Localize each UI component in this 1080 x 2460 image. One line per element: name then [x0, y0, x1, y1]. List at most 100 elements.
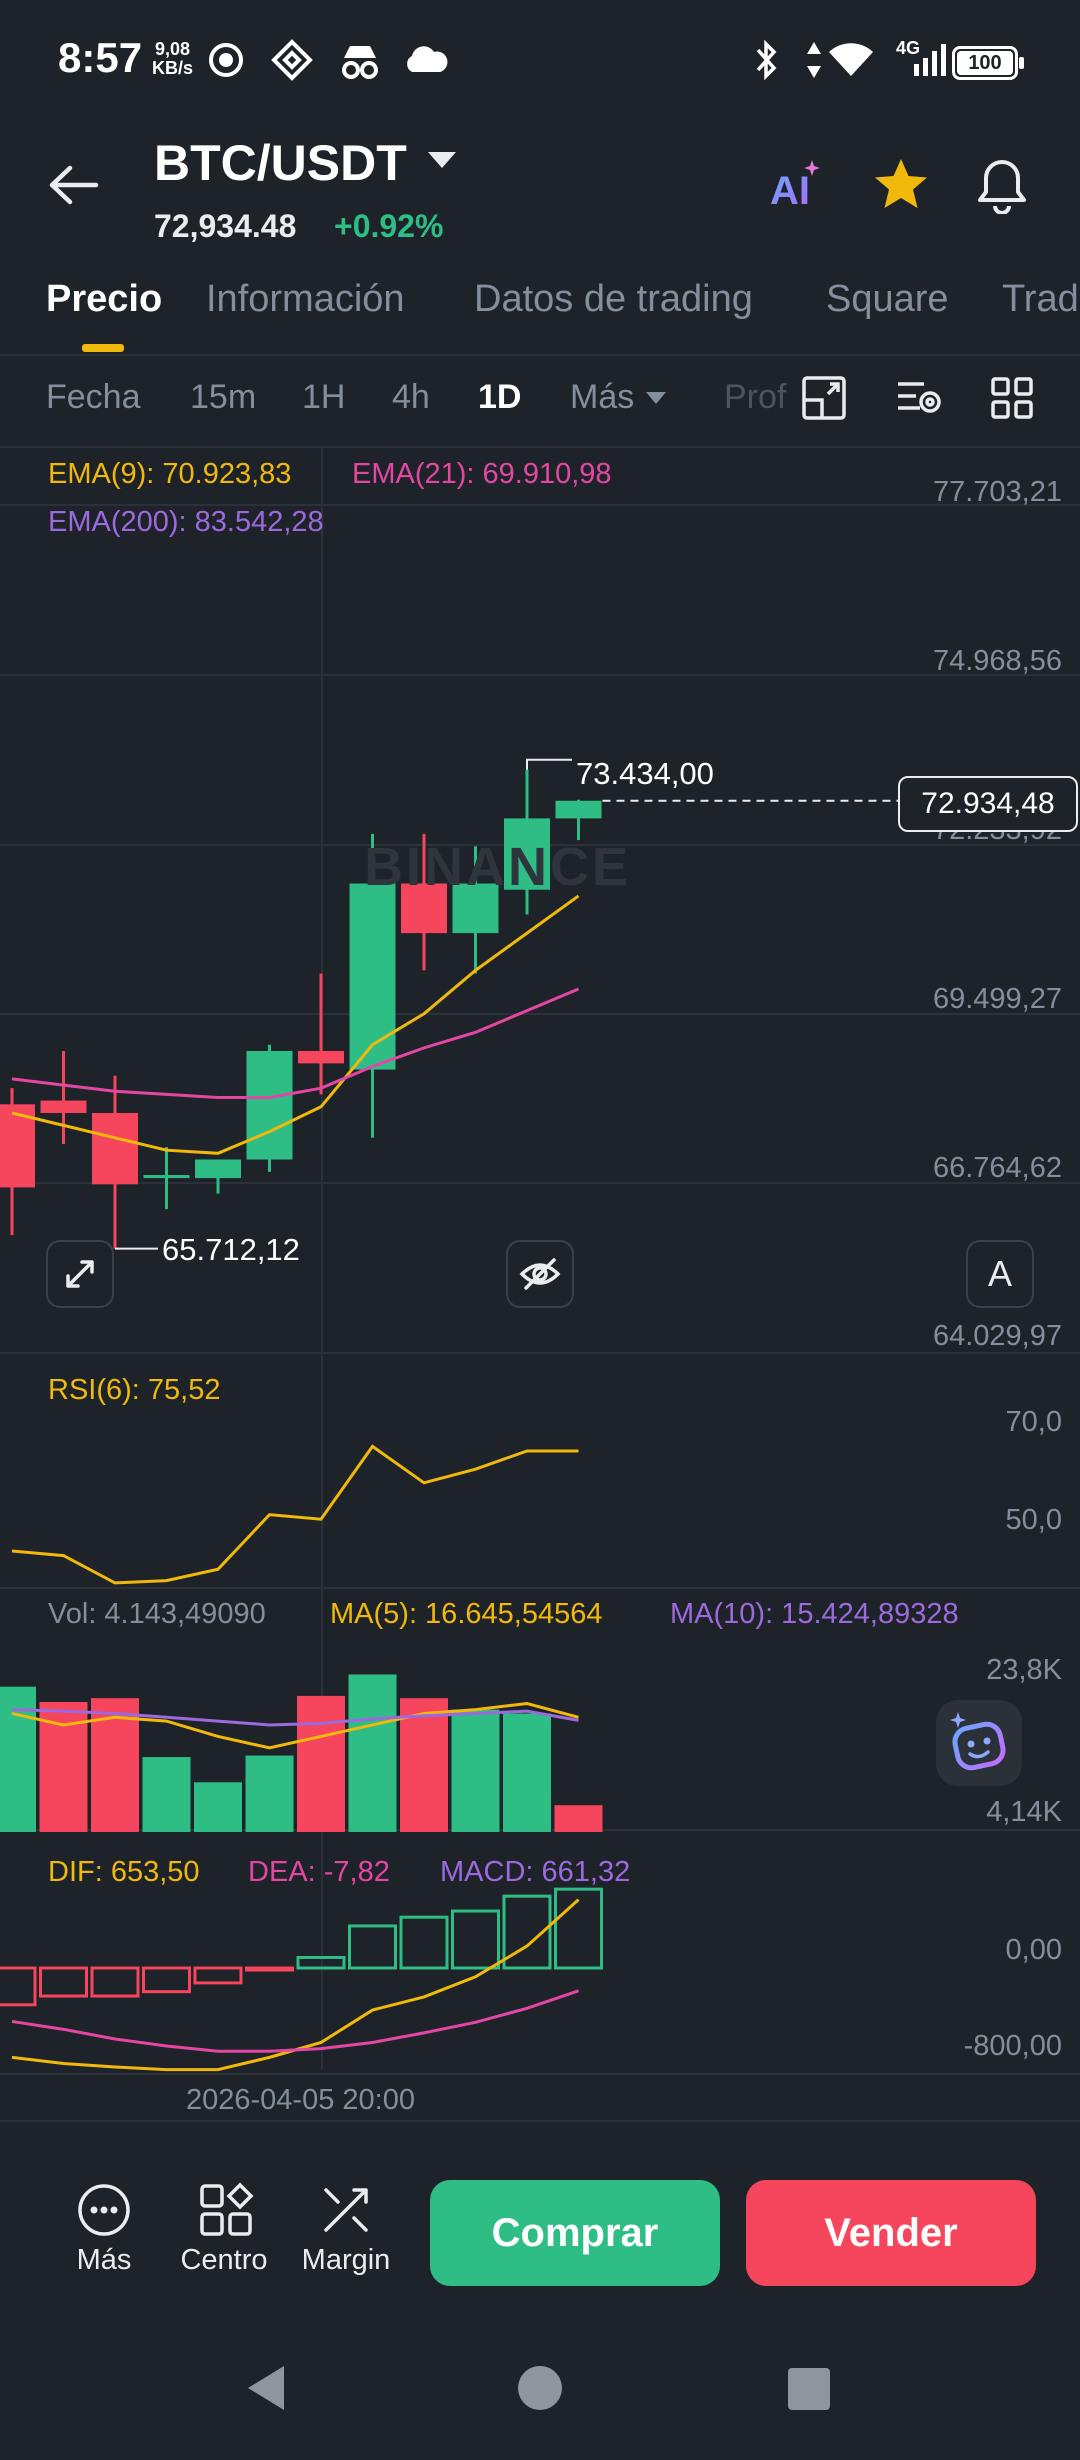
volume-bar	[142, 1757, 191, 1832]
indicator-settings-icon[interactable]	[894, 374, 944, 422]
timeframe-fecha[interactable]: Fecha	[46, 378, 141, 416]
ema21-label: EMA(21): 69.910,98	[352, 458, 612, 490]
volume-bar	[348, 1674, 397, 1832]
bell-icon[interactable]	[974, 156, 1030, 214]
assistant-button[interactable]	[936, 1700, 1022, 1786]
macd-histogram-bar	[554, 1887, 603, 1970]
timeframe-divider	[0, 446, 1080, 448]
network-speed: 9,08 KB/s	[152, 40, 193, 78]
price-axis-tick: 74.968,56	[932, 645, 1062, 677]
pair-dropdown-icon[interactable]	[428, 152, 456, 168]
macd-histogram-bar	[245, 1966, 294, 1972]
layout-grid-icon[interactable]	[988, 374, 1036, 422]
price-change: +0.92%	[334, 208, 444, 244]
tabs-divider	[0, 354, 1080, 356]
timeframe-15m[interactable]: 15m	[190, 378, 257, 416]
battery-level: 100	[957, 51, 1013, 75]
volume-bar	[503, 1713, 551, 1832]
chart-settings-icon[interactable]	[800, 374, 848, 422]
price-axis-tick: 69.499,27	[932, 983, 1062, 1015]
margin-icon[interactable]	[318, 2182, 374, 2238]
crosshair-time-label: 2026-04-05 20:00	[186, 2084, 415, 2116]
bottom-bar-divider	[0, 2120, 1080, 2122]
price-axis-tick: 66.764,62	[932, 1152, 1062, 1184]
more-button[interactable]: Más	[76, 2244, 132, 2276]
dea-label: DEA: -7,82	[248, 1856, 390, 1888]
network-speed-value: 9,08	[154, 39, 191, 59]
system-home-icon[interactable]	[516, 2364, 564, 2412]
volume-bar	[554, 1805, 603, 1832]
buy-button[interactable]: Comprar	[430, 2180, 720, 2286]
tab-datos-de-trading[interactable]: Datos de trading	[474, 278, 753, 320]
ai-icon[interactable]: AI	[768, 158, 824, 214]
system-back-icon[interactable]	[242, 2362, 288, 2414]
macd-label: MACD: 661,32	[440, 1856, 631, 1888]
timeframe-1d[interactable]: 1D	[478, 378, 522, 416]
price-axis-tick: 64.029,97	[932, 1320, 1062, 1352]
macd-histogram-bar	[90, 1966, 140, 1998]
rsi-line	[11, 1444, 579, 1585]
sell-button[interactable]: Vender	[746, 2180, 1036, 2286]
ema9-line	[11, 894, 580, 1155]
timeframe-more[interactable]: Más	[570, 378, 635, 416]
macd-histogram-bar	[399, 1915, 449, 1970]
volume-label: Vol: 4.143,49090	[48, 1598, 266, 1630]
timeframe-more-caret-icon[interactable]	[646, 392, 666, 404]
bluetooth-icon	[756, 39, 777, 81]
tab-precio[interactable]: Precio	[46, 278, 163, 320]
system-recents-icon[interactable]	[786, 2366, 832, 2412]
candle-body	[246, 1050, 293, 1160]
back-arrow-icon[interactable]	[44, 160, 104, 210]
favorite-star-icon[interactable]	[872, 156, 930, 214]
cloud-icon	[407, 46, 448, 72]
vol-ma5-label: MA(5): 16.645,54564	[330, 1598, 603, 1630]
more-dots-icon[interactable]	[76, 2182, 132, 2238]
ema9-label: EMA(9): 70.923,83	[48, 458, 292, 490]
candle-body	[349, 883, 396, 1070]
expand-icon	[66, 1260, 94, 1288]
kline-chart[interactable]	[0, 448, 1080, 2120]
volume-bar	[400, 1698, 448, 1832]
candle-body	[40, 1100, 87, 1113]
macd-axis-tick: 0,00	[1005, 1934, 1062, 1966]
vol-ma10-label: MA(10): 15.424,89328	[670, 1598, 959, 1630]
tab-square[interactable]: Square	[826, 278, 949, 320]
status-bar: 8:57 9,08 KB/s 4G 100	[0, 0, 1080, 120]
price-axis-tick: 77.703,21	[932, 476, 1062, 508]
candle-body	[195, 1159, 241, 1179]
rsi-axis-tick: 70,0	[1005, 1406, 1062, 1438]
tab-trade[interactable]: Trad	[1002, 278, 1079, 320]
tab-informacion[interactable]: Información	[206, 278, 405, 320]
macd-histogram-bar	[193, 1966, 243, 1985]
macd-axis-tick: -800,00	[963, 2030, 1062, 2062]
rsi-label: RSI(6): 75,52	[48, 1374, 221, 1406]
margin-button[interactable]: Margin	[301, 2244, 391, 2276]
candle-body	[555, 800, 602, 819]
ema21-line	[11, 987, 580, 1099]
pair-selector[interactable]: BTC/USDT	[154, 135, 407, 191]
candle-body	[298, 1050, 344, 1064]
center-shapes-icon[interactable]	[198, 2182, 254, 2238]
volume-bar	[245, 1755, 294, 1832]
candle-body	[452, 883, 499, 934]
fullscreen-button[interactable]	[46, 1240, 114, 1308]
candle-body	[401, 883, 447, 934]
dea-line	[11, 1989, 579, 2053]
depth-tab[interactable]: Prof	[724, 378, 787, 416]
svg-text:AI: AI	[770, 169, 810, 213]
battery-icon: 100	[952, 46, 1024, 80]
center-button[interactable]: Centro	[180, 2244, 268, 2276]
status-time: 8:57	[58, 34, 143, 81]
timeframe-1h[interactable]: 1H	[302, 378, 346, 416]
volume-bar	[451, 1709, 500, 1832]
macd-histogram-bar	[39, 1966, 88, 1998]
high-price-leader	[526, 758, 572, 770]
hide-indicators-button[interactable]	[506, 1240, 574, 1308]
assistant-bot-icon	[950, 1712, 1006, 1771]
macd-histogram-bar	[142, 1966, 191, 1994]
binance-icon	[271, 39, 313, 81]
candle-body	[504, 818, 550, 890]
timeframe-4h[interactable]: 4h	[392, 378, 430, 416]
binance-watermark: BINANCE	[364, 837, 632, 897]
auto-scale-button[interactable]: A	[966, 1240, 1034, 1308]
